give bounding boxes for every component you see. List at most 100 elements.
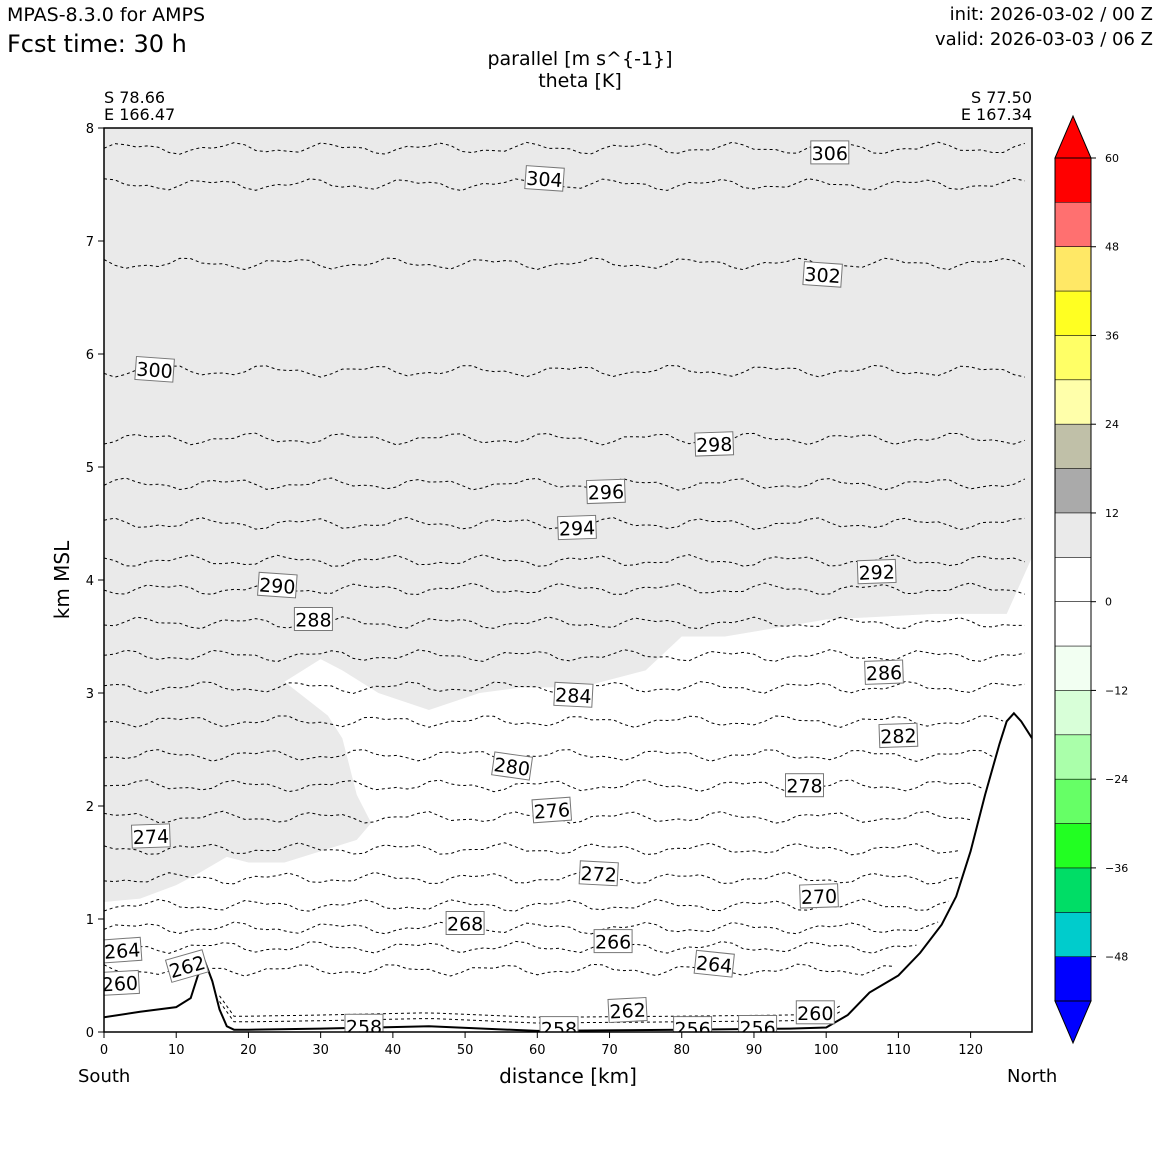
svg-text:264: 264 — [695, 952, 733, 978]
y-tick-label: 6 — [86, 348, 94, 363]
y-tick-label: 0 — [86, 1026, 94, 1041]
contour-label-300: 300 — [134, 355, 175, 383]
left-direction-label: South — [78, 1066, 131, 1087]
colorbar-tick-label: 0 — [1105, 596, 1112, 609]
contour-label-278: 278 — [785, 773, 824, 798]
colorbar-segment — [1055, 246, 1091, 292]
contour-label-284: 284 — [553, 681, 594, 708]
contour-label-290: 290 — [257, 571, 298, 599]
theta-contour-282 — [104, 715, 1004, 728]
init-time: init: 2026-03-02 / 00 Z — [949, 4, 1153, 25]
contour-label-296: 296 — [585, 478, 626, 505]
svg-text:282: 282 — [880, 725, 917, 748]
svg-text:294: 294 — [559, 517, 596, 540]
svg-text:296: 296 — [587, 481, 624, 504]
contour-label-264: 264 — [693, 949, 735, 978]
theta-contour-288 — [104, 616, 1025, 630]
contour-label-268: 268 — [445, 911, 485, 936]
theta-contour-surface-1 — [219, 1001, 841, 1024]
colorbar-segment — [1055, 291, 1091, 336]
svg-text:286: 286 — [866, 662, 903, 685]
right-endpoint-latitude: S 77.50 — [970, 88, 1032, 107]
contour-label-266: 266 — [593, 929, 633, 954]
colorbar-segment — [1055, 158, 1091, 203]
theta-contour-268 — [104, 921, 939, 935]
x-tick-label: 110 — [886, 1043, 911, 1058]
colorbar-over-extension — [1054, 114, 1092, 159]
colorbar-tick-label: 48 — [1105, 241, 1119, 254]
colorbar-segment — [1055, 379, 1091, 425]
colorbar-segment — [1055, 512, 1091, 558]
contour-label-256: 256 — [673, 1016, 713, 1041]
contour-label-264: 264 — [103, 936, 143, 964]
contour-label-298: 298 — [694, 431, 735, 457]
shaded-wind-region — [104, 128, 1032, 903]
theta-contour-284 — [104, 680, 1025, 695]
theta-contour-surface-0 — [219, 995, 841, 1018]
colorbar-segment — [1055, 912, 1091, 957]
y-tick-label: 7 — [86, 235, 94, 250]
contour-label-282: 282 — [878, 722, 919, 749]
theta-contour-270 — [104, 898, 950, 912]
colorbar-segment — [1055, 734, 1091, 780]
svg-text:256: 256 — [674, 1019, 710, 1041]
x-tick-label: 60 — [529, 1043, 546, 1058]
contour-variable-title: theta [K] — [538, 70, 622, 92]
x-tick-label: 120 — [958, 1043, 983, 1058]
colorbar-tick-label: 60 — [1105, 152, 1119, 165]
colorbar-frame — [1054, 157, 1092, 1002]
svg-text:278: 278 — [786, 776, 822, 798]
svg-text:270: 270 — [801, 886, 838, 909]
theta-contour-286 — [104, 649, 1025, 663]
svg-text:262: 262 — [609, 1000, 646, 1024]
svg-text:300: 300 — [136, 359, 174, 383]
colorbar-tick-label: −36 — [1105, 862, 1128, 875]
colorbar-segment — [1055, 690, 1091, 735]
left-endpoint-longitude: E 166.47 — [104, 105, 176, 124]
colorbar-segment — [1055, 779, 1091, 824]
x-tick-label: 40 — [385, 1043, 402, 1058]
y-tick-label: 4 — [86, 574, 94, 589]
contour-label-286: 286 — [864, 659, 904, 685]
contour-label-292: 292 — [856, 558, 897, 585]
y-tick-label: 3 — [86, 687, 94, 702]
theta-contour-278 — [104, 779, 982, 793]
svg-text:256: 256 — [739, 1018, 775, 1040]
right-endpoint-longitude: E 167.34 — [960, 105, 1032, 124]
colorbar-tick-label: −12 — [1105, 684, 1128, 697]
colorbar-segment — [1055, 468, 1091, 513]
svg-text:272: 272 — [580, 863, 617, 887]
colorbar-tick-label: −48 — [1105, 951, 1128, 964]
x-tick-label: 50 — [457, 1043, 474, 1058]
colorbar: 60 48 36 24 12 0 −12 −24 −36 −48 — [1054, 114, 1128, 1045]
x-axis-label: distance [km] — [499, 1064, 637, 1088]
theta-contour-266 — [104, 940, 917, 954]
right-direction-label: North — [1007, 1066, 1058, 1087]
colorbar-segment — [1055, 956, 1091, 1001]
svg-text:260: 260 — [797, 1003, 833, 1025]
svg-text:264: 264 — [103, 939, 141, 963]
colorbar-tick-label: 36 — [1105, 329, 1119, 342]
shaded-variable-title: parallel [m s^{-1}] — [487, 48, 673, 70]
contour-label-288: 288 — [293, 607, 333, 632]
contour-label-260: 260 — [104, 969, 140, 996]
colorbar-segment — [1055, 202, 1091, 247]
colorbar-tick-label: 12 — [1105, 507, 1119, 520]
left-endpoint-latitude: S 78.66 — [104, 88, 166, 107]
svg-text:292: 292 — [858, 561, 895, 584]
contour-label-258: 258 — [539, 1016, 579, 1041]
colorbar-segment — [1055, 335, 1091, 380]
model-title: MPAS-8.3.0 for AMPS — [7, 4, 206, 26]
x-tick-label: 30 — [312, 1043, 329, 1058]
valid-time: valid: 2026-03-03 / 06 Z — [935, 29, 1153, 50]
contour-label-270: 270 — [799, 883, 839, 909]
svg-text:274: 274 — [132, 826, 169, 849]
x-tick-label: 90 — [746, 1043, 763, 1058]
y-tick-label: 8 — [86, 122, 94, 137]
svg-text:290: 290 — [258, 574, 296, 598]
y-tick-label: 5 — [86, 461, 94, 476]
forecast-time: Fcst time: 30 h — [7, 30, 187, 58]
svg-text:258: 258 — [541, 1019, 577, 1041]
svg-text:284: 284 — [555, 684, 592, 708]
